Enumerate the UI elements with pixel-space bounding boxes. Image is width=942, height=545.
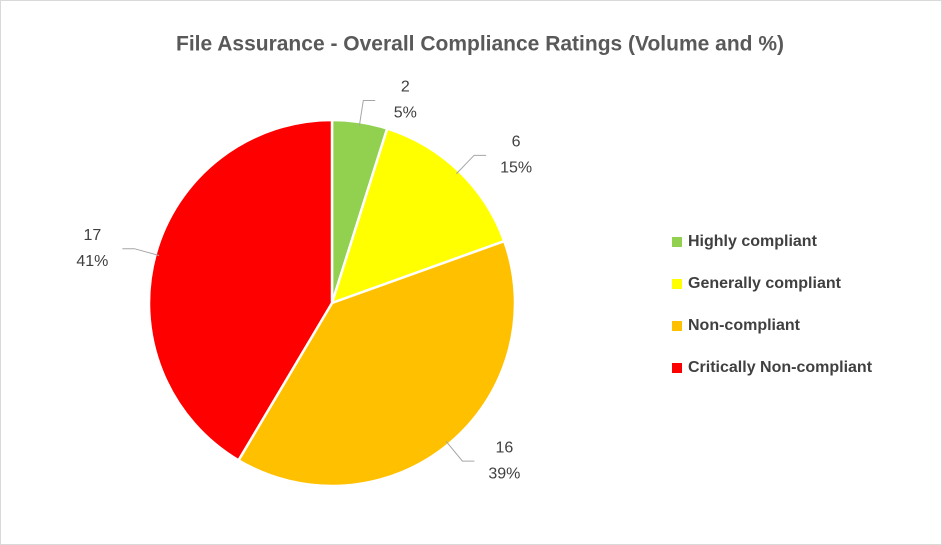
percentage-label: 41%	[76, 253, 108, 270]
legend-label: Generally compliant	[688, 275, 842, 292]
data-label: 6	[512, 134, 521, 151]
legend-swatch	[672, 321, 682, 331]
leader-line	[122, 248, 160, 256]
data-label: 17	[83, 227, 101, 244]
percentage-label: 39%	[488, 465, 520, 482]
leader-line	[358, 99, 376, 126]
legend-swatch	[672, 237, 682, 247]
percentage-label: 15%	[500, 160, 532, 177]
chart-title: File Assurance - Overall Compliance Rati…	[176, 33, 784, 56]
data-label: 16	[496, 439, 514, 456]
leader-line	[445, 441, 475, 462]
legend-label: Non-compliant	[688, 317, 801, 334]
percentage-label: 5%	[394, 105, 417, 122]
legend-swatch	[672, 279, 682, 289]
legend-label: Highly compliant	[688, 233, 818, 250]
legend-label: Critically Non-compliant	[688, 359, 873, 376]
data-label: 2	[401, 79, 410, 96]
leader-line	[455, 154, 487, 175]
legend-swatch	[672, 363, 682, 373]
